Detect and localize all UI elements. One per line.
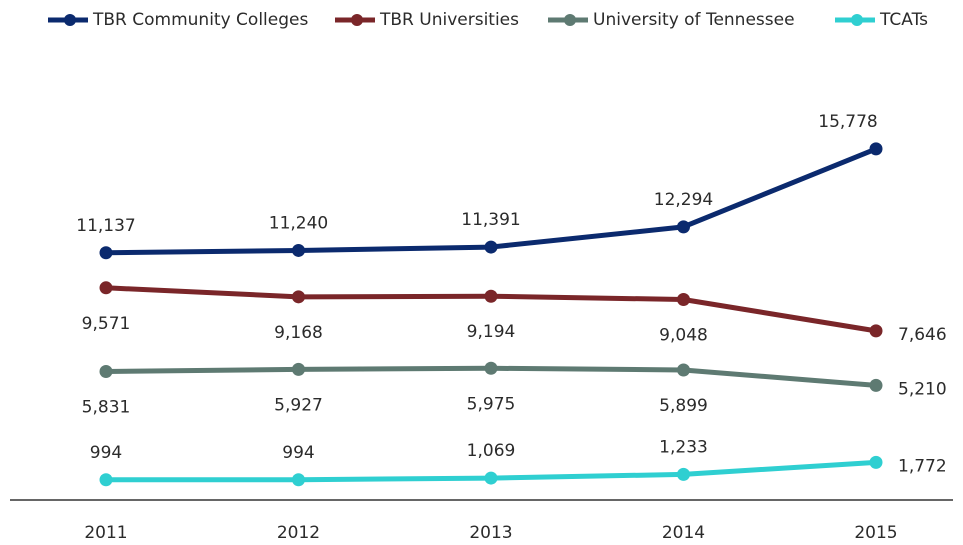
data-label: 9,194 — [467, 322, 516, 342]
data-point — [869, 455, 883, 469]
legend-label: University of Tennessee — [593, 10, 795, 30]
data-label: 9,168 — [274, 323, 323, 343]
legend-label: TCATs — [879, 10, 928, 30]
data-label: 994 — [90, 443, 122, 463]
data-point — [869, 324, 883, 338]
data-label: 9,571 — [82, 314, 131, 334]
x-tick-label: 2013 — [469, 523, 512, 543]
x-tick-label: 2012 — [277, 523, 320, 543]
data-label: 11,137 — [76, 216, 135, 236]
data-point — [484, 471, 498, 485]
data-point — [677, 363, 690, 377]
data-point — [292, 290, 305, 304]
data-label: 11,391 — [461, 210, 520, 230]
legend-label: TBR Universities — [379, 10, 519, 30]
data-point — [99, 365, 113, 379]
data-point — [869, 378, 883, 392]
x-tick-label: 2014 — [662, 523, 705, 543]
series-line — [105, 146, 877, 256]
legend-dot — [564, 14, 576, 26]
data-label: 7,646 — [898, 325, 947, 345]
data-label: 1,772 — [898, 456, 947, 476]
x-tick-label: 2015 — [854, 523, 897, 543]
data-label: 15,778 — [818, 112, 877, 132]
data-label: 12,294 — [654, 190, 713, 210]
data-point — [292, 473, 305, 487]
data-point — [292, 243, 305, 257]
data-point — [677, 467, 690, 481]
data-label: 11,240 — [269, 213, 328, 233]
data-point — [484, 240, 498, 254]
data-label: 994 — [282, 443, 314, 463]
data-label: 9,048 — [659, 326, 708, 346]
data-label: 5,210 — [898, 379, 947, 399]
data-label: 5,975 — [467, 394, 516, 414]
x-tick-label: 2011 — [84, 523, 127, 543]
legend-dot — [851, 14, 863, 26]
data-point — [99, 246, 113, 260]
data-point — [99, 473, 113, 487]
data-point — [677, 293, 690, 307]
data-point — [484, 361, 498, 375]
legend-dot — [64, 14, 76, 26]
data-label: 5,927 — [274, 395, 323, 415]
data-label: 5,899 — [659, 396, 708, 416]
data-point — [677, 220, 690, 234]
data-point — [484, 289, 498, 303]
data-label: 1,233 — [659, 437, 708, 457]
data-label: 1,069 — [467, 441, 516, 461]
data-point — [99, 281, 113, 295]
legend-label: TBR Community Colleges — [92, 10, 308, 30]
data-point — [292, 362, 305, 376]
data-label: 5,831 — [82, 398, 131, 418]
legend-dot — [351, 14, 363, 26]
data-point — [869, 142, 883, 156]
